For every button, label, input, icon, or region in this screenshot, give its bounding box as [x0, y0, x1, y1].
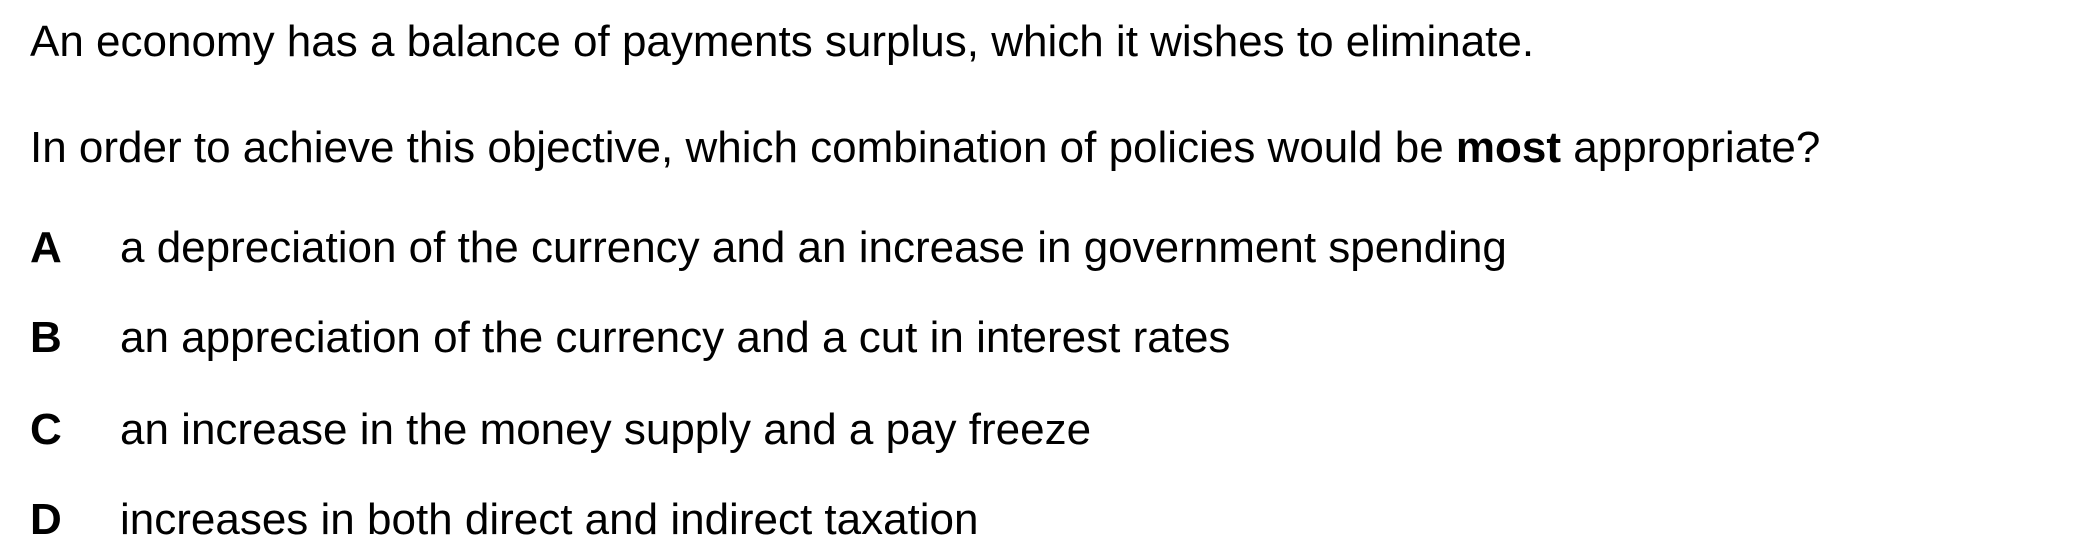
option-c: C an increase in the money supply and a …	[30, 404, 1091, 456]
option-a: A a depreciation of the currency and an …	[30, 222, 1507, 274]
option-d: D increases in both direct and indirect …	[30, 494, 979, 546]
option-text: an appreciation of the currency and a cu…	[120, 313, 1231, 362]
prompt-emphasis: most	[1455, 123, 1562, 172]
option-letter: C	[30, 405, 62, 454]
prompt-text-before: In order to achieve this objective, whic…	[30, 123, 1456, 172]
option-text: an increase in the money supply and a pa…	[120, 405, 1092, 454]
option-letter: B	[30, 313, 62, 362]
option-letter: A	[30, 223, 62, 272]
question-prompt: In order to achieve this objective, whic…	[30, 122, 1820, 174]
prompt-text-after: appropriate?	[1561, 123, 1821, 172]
option-text: a depreciation of the currency and an in…	[120, 223, 1507, 272]
option-letter: D	[30, 495, 62, 544]
question-stem: An economy has a balance of payments sur…	[30, 17, 1535, 66]
option-text: increases in both direct and indirect ta…	[120, 495, 979, 544]
option-b: B an appreciation of the currency and a …	[30, 312, 1230, 364]
